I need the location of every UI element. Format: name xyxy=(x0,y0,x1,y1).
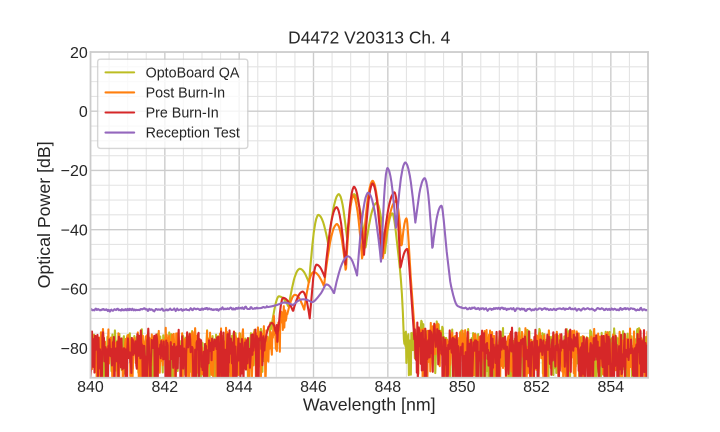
svg-text:848: 848 xyxy=(375,379,402,396)
svg-text:Post Burn-In: Post Burn-In xyxy=(146,85,226,101)
svg-text:Optical Power [dB]: Optical Power [dB] xyxy=(34,141,54,288)
svg-text:850: 850 xyxy=(449,379,476,396)
svg-text:0: 0 xyxy=(79,104,88,121)
svg-text:−60: −60 xyxy=(61,282,88,299)
svg-text:842: 842 xyxy=(152,379,179,396)
svg-text:OptoBoard QA: OptoBoard QA xyxy=(146,65,240,81)
svg-text:Reception Test: Reception Test xyxy=(146,126,240,142)
svg-text:852: 852 xyxy=(523,379,550,396)
svg-text:844: 844 xyxy=(226,379,253,396)
svg-text:Wavelength [nm]: Wavelength [nm] xyxy=(303,394,436,414)
svg-text:846: 846 xyxy=(300,379,327,396)
svg-text:854: 854 xyxy=(598,379,625,396)
svg-text:−20: −20 xyxy=(61,163,88,180)
svg-text:840: 840 xyxy=(77,379,104,396)
svg-text:Pre Burn-In: Pre Burn-In xyxy=(146,106,219,122)
svg-text:−40: −40 xyxy=(61,222,88,239)
svg-text:D4472 V20313 Ch. 4: D4472 V20313 Ch. 4 xyxy=(288,28,450,48)
svg-text:20: 20 xyxy=(70,45,88,62)
svg-text:−80: −80 xyxy=(61,341,88,358)
